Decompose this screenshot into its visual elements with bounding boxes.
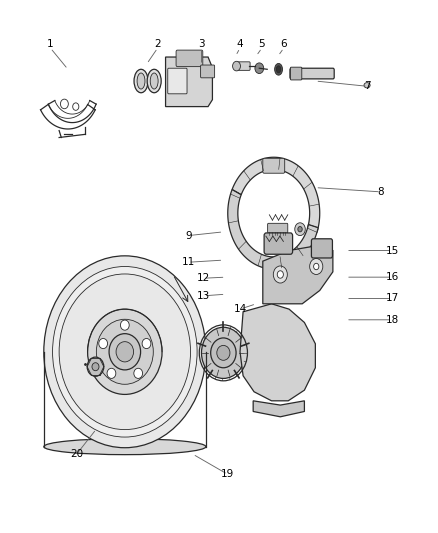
Text: 16: 16 bbox=[385, 272, 399, 282]
Ellipse shape bbox=[87, 357, 104, 376]
Text: 8: 8 bbox=[378, 187, 385, 197]
FancyBboxPatch shape bbox=[290, 68, 334, 79]
Text: 13: 13 bbox=[197, 291, 210, 301]
Circle shape bbox=[310, 259, 323, 274]
Circle shape bbox=[314, 263, 319, 270]
Ellipse shape bbox=[142, 338, 151, 349]
Text: 6: 6 bbox=[280, 39, 287, 49]
Ellipse shape bbox=[147, 69, 161, 93]
Polygon shape bbox=[240, 304, 315, 401]
Text: 14: 14 bbox=[233, 304, 247, 314]
Text: 2: 2 bbox=[154, 39, 161, 49]
Circle shape bbox=[273, 266, 287, 283]
Text: 20: 20 bbox=[70, 449, 83, 459]
Ellipse shape bbox=[116, 342, 134, 362]
Polygon shape bbox=[253, 401, 304, 417]
FancyBboxPatch shape bbox=[238, 62, 250, 70]
FancyBboxPatch shape bbox=[290, 67, 302, 80]
Ellipse shape bbox=[120, 320, 129, 330]
FancyBboxPatch shape bbox=[176, 50, 203, 67]
Ellipse shape bbox=[134, 368, 143, 378]
FancyBboxPatch shape bbox=[168, 68, 187, 94]
Circle shape bbox=[255, 63, 264, 74]
Text: 5: 5 bbox=[258, 39, 265, 49]
Circle shape bbox=[233, 61, 240, 71]
Ellipse shape bbox=[201, 327, 245, 378]
Ellipse shape bbox=[96, 319, 153, 384]
Text: 15: 15 bbox=[385, 246, 399, 255]
FancyBboxPatch shape bbox=[201, 65, 215, 78]
Polygon shape bbox=[263, 245, 333, 304]
Polygon shape bbox=[228, 190, 318, 269]
Text: 18: 18 bbox=[385, 315, 399, 325]
Polygon shape bbox=[166, 57, 212, 107]
Circle shape bbox=[295, 223, 305, 236]
Ellipse shape bbox=[107, 368, 116, 378]
Ellipse shape bbox=[92, 362, 99, 371]
Text: 1: 1 bbox=[47, 39, 54, 49]
Ellipse shape bbox=[53, 266, 197, 437]
Ellipse shape bbox=[364, 83, 370, 88]
Text: 17: 17 bbox=[385, 294, 399, 303]
Circle shape bbox=[298, 227, 302, 232]
Text: 3: 3 bbox=[198, 39, 205, 49]
Text: 4: 4 bbox=[237, 39, 244, 49]
FancyBboxPatch shape bbox=[268, 223, 288, 233]
Ellipse shape bbox=[137, 73, 145, 89]
Ellipse shape bbox=[44, 256, 206, 448]
Ellipse shape bbox=[99, 338, 108, 349]
FancyBboxPatch shape bbox=[264, 233, 293, 254]
Ellipse shape bbox=[59, 274, 191, 430]
Ellipse shape bbox=[109, 334, 141, 370]
Text: 7: 7 bbox=[364, 82, 371, 91]
Text: 9: 9 bbox=[185, 231, 192, 240]
Ellipse shape bbox=[134, 69, 148, 93]
Ellipse shape bbox=[275, 63, 283, 75]
FancyBboxPatch shape bbox=[263, 158, 285, 173]
Ellipse shape bbox=[276, 66, 281, 73]
FancyBboxPatch shape bbox=[311, 239, 332, 258]
Circle shape bbox=[277, 271, 283, 278]
Ellipse shape bbox=[88, 309, 162, 394]
Polygon shape bbox=[232, 157, 320, 232]
Ellipse shape bbox=[217, 345, 230, 360]
Text: 12: 12 bbox=[197, 273, 210, 283]
Text: 11: 11 bbox=[182, 257, 195, 267]
Text: 19: 19 bbox=[221, 470, 234, 479]
Ellipse shape bbox=[44, 439, 206, 455]
Ellipse shape bbox=[211, 338, 236, 368]
Ellipse shape bbox=[150, 73, 158, 89]
